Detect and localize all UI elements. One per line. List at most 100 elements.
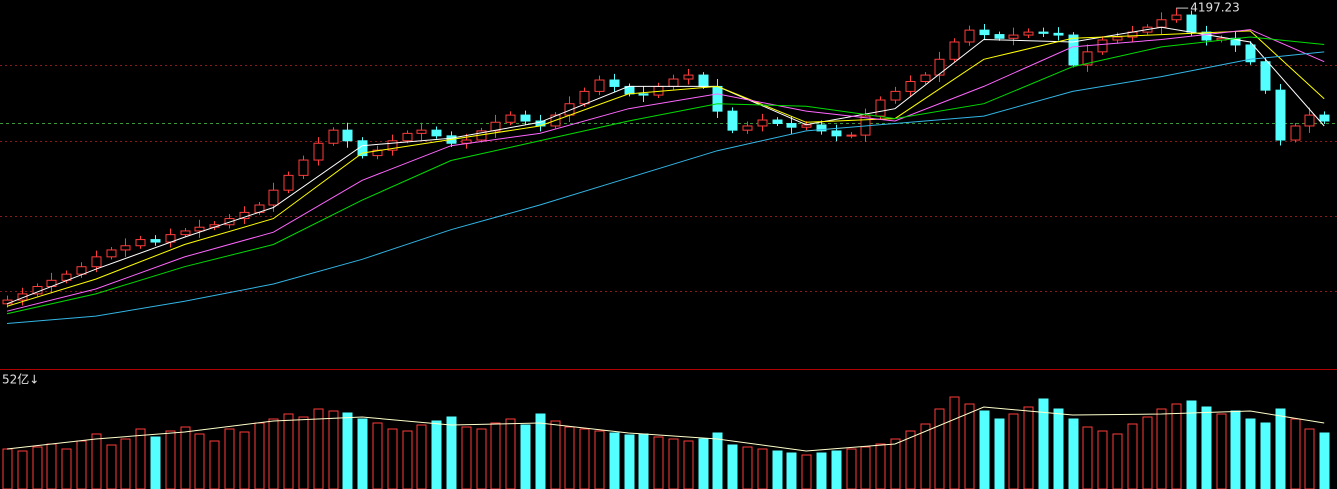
candle-body [91, 256, 102, 268]
candle-body [1319, 114, 1330, 122]
volume-bar [624, 434, 635, 489]
candle-body [1068, 34, 1079, 66]
candle-body [387, 140, 398, 151]
candle-body [786, 122, 797, 128]
candle-body [1156, 19, 1167, 28]
volume-bar [875, 443, 886, 489]
candle-body [994, 34, 1005, 39]
candle-body [1082, 51, 1093, 66]
candle-body [431, 129, 442, 137]
volume-bar [920, 423, 931, 489]
max-label: 4197.23 [1190, 1, 1240, 15]
volume-bar [32, 446, 43, 489]
volume-bar [727, 444, 738, 489]
candle-body [934, 58, 945, 76]
volume-bar [416, 424, 427, 489]
volume-bar [698, 438, 709, 489]
candle-body [668, 78, 679, 87]
volume-bar [535, 413, 546, 489]
volume-bar [638, 433, 649, 489]
candle-body [135, 239, 146, 247]
volume-bar [712, 432, 723, 489]
volume-bar [934, 408, 945, 489]
candle-body [890, 90, 901, 101]
volume-bar [135, 428, 146, 489]
volume-bar [653, 436, 664, 489]
candle-body [757, 119, 768, 127]
volume-bar [461, 426, 472, 489]
candle-body [1275, 89, 1286, 141]
volume-bar [505, 418, 516, 489]
candle-body [579, 90, 590, 105]
volume-bar [268, 418, 279, 489]
volume-bar [328, 410, 339, 489]
candle-body [698, 74, 709, 87]
candle-body [727, 110, 738, 131]
volume-bar [91, 433, 102, 489]
volume-bar [120, 438, 131, 489]
volume-bar [194, 433, 205, 489]
volume-bar [1290, 418, 1301, 489]
candle-body [180, 230, 191, 236]
candle-body [1053, 32, 1064, 36]
candle-body [416, 129, 427, 134]
moving-average [6, 29, 1325, 312]
volume-bar [994, 418, 1005, 489]
moving-average [6, 51, 1325, 324]
candle-body [313, 142, 324, 161]
moving-average [6, 30, 1325, 307]
volume-bar [1260, 422, 1271, 489]
volume-bar [683, 440, 694, 489]
volume-bar [786, 452, 797, 489]
volume-bar [1245, 418, 1256, 489]
candle-body [1008, 34, 1019, 39]
candle-body [298, 159, 309, 176]
volume-bar [490, 422, 501, 489]
volume-bar [564, 426, 575, 489]
volume-bar [357, 418, 368, 489]
candle-body [609, 79, 620, 87]
candle-body [1260, 61, 1271, 91]
candle-body [505, 114, 516, 123]
volume-bar [609, 432, 620, 489]
volume-bar [1142, 416, 1153, 489]
candle-body [772, 119, 783, 124]
candle-body [194, 226, 205, 232]
volume-bar [1023, 406, 1034, 489]
candle-body [964, 29, 975, 43]
candle-body [801, 124, 812, 128]
volume-bar [431, 420, 442, 489]
candle-body [594, 79, 605, 92]
volume-bar [1171, 403, 1182, 489]
candle-body [342, 129, 353, 142]
volume-bar [387, 428, 398, 489]
volume-bar [1082, 426, 1093, 489]
volume-bar [372, 422, 383, 489]
volume-bar [860, 446, 871, 489]
volume-bar [1216, 413, 1227, 489]
volume-bar [106, 444, 117, 489]
volume-bar [668, 438, 679, 489]
candle-body [1171, 14, 1182, 21]
volume-bar [579, 428, 590, 489]
candle-body [120, 245, 131, 251]
volume-bar [476, 428, 487, 489]
volume-bar [757, 448, 768, 489]
volume-bar [1112, 433, 1123, 489]
volume-bar [1156, 408, 1167, 489]
volume-bar [402, 430, 413, 489]
volume-bar [1319, 432, 1330, 489]
candle-body [905, 81, 916, 92]
candle-body [1112, 36, 1123, 41]
candle-body [490, 121, 501, 132]
candle-body [328, 129, 339, 144]
volume-bar [2, 448, 13, 489]
volume-bar [1127, 423, 1138, 489]
volume-bar [313, 408, 324, 489]
volume-label: 52亿↓ [2, 372, 39, 387]
volume-bar [224, 428, 235, 489]
candle-body [831, 130, 842, 137]
candle-body [150, 239, 161, 243]
volume-bar [772, 450, 783, 489]
volume-bar [1186, 400, 1197, 489]
